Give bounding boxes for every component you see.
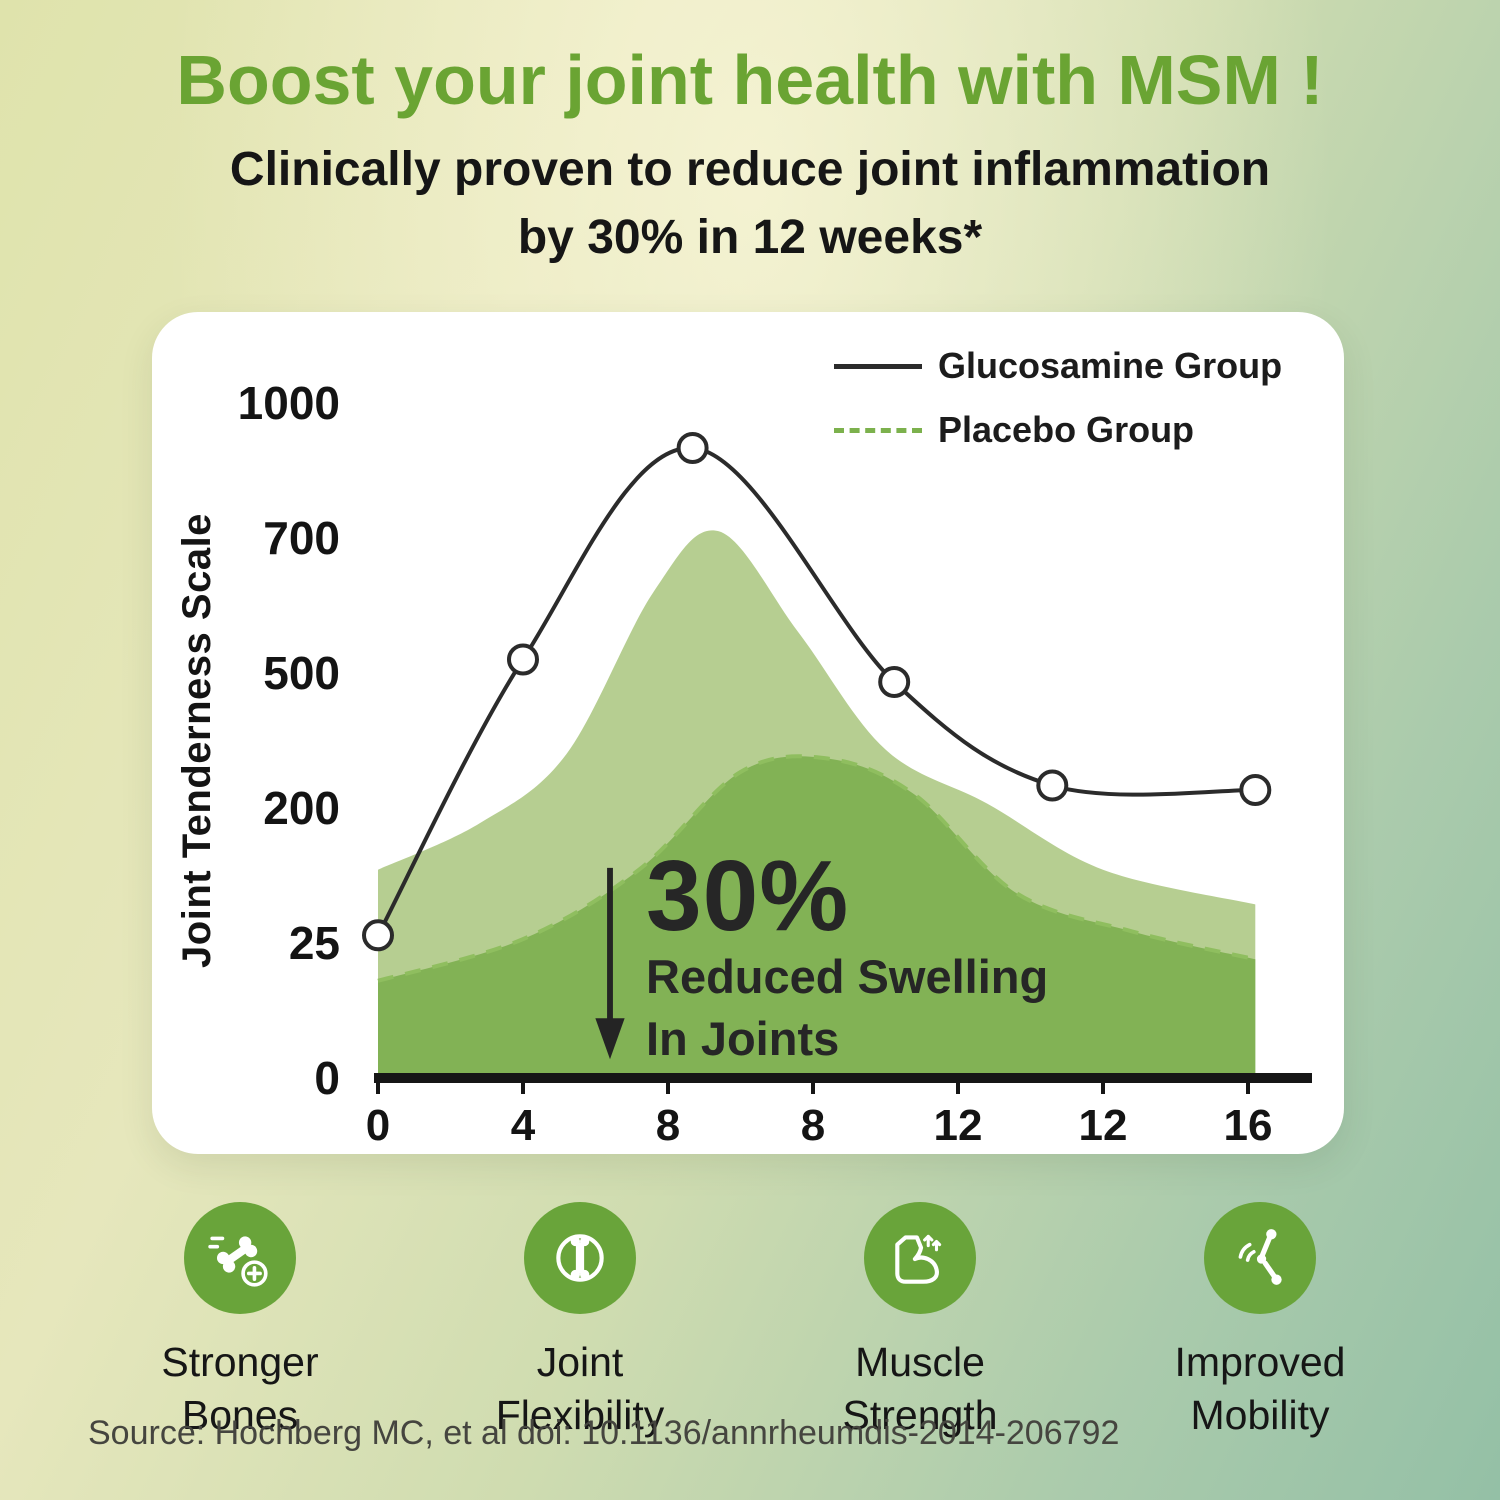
improved-mobility-badge <box>1204 1202 1316 1314</box>
svg-text:8: 8 <box>656 1101 680 1150</box>
benefit-muscle-strength: Muscle Strength <box>750 1202 1090 1443</box>
svg-text:12: 12 <box>1079 1101 1128 1150</box>
legend-label-glucosamine: Glucosamine Group <box>938 345 1283 386</box>
svg-text:12: 12 <box>934 1101 983 1150</box>
joint-tenderness-chart: 0 4 8 8 12 12 16 0 25 200 500 700 1000 Joint Tenderne… <box>175 377 1312 1150</box>
benefit-label-muscle-strength: Muscle Strength <box>842 1339 998 1439</box>
source-citation: Source: Hochberg MC, et al doi: 10.1136/… <box>88 1414 1120 1452</box>
reduction-caption-2: In Joints <box>646 1012 840 1066</box>
page-title: Boost your joint health with MSM ! <box>176 41 1324 119</box>
benefit-improved-mobility: Improved Mobility <box>1090 1202 1430 1443</box>
reduction-annotation: 30% Reduced Swelling In Joints <box>588 846 1048 1070</box>
svg-text:Joint Tenderness Scale: Joint Tenderness Scale <box>175 513 219 968</box>
svg-text:0: 0 <box>366 1101 390 1150</box>
improved-mobility-icon <box>1238 1229 1282 1285</box>
muscle-strength-badge <box>864 1202 976 1314</box>
joint-flexibility-icon <box>556 1234 604 1282</box>
chart-card: 0 4 8 8 12 12 16 0 25 200 500 700 1000 Joint Tenderne… <box>152 312 1344 1154</box>
svg-text:0: 0 <box>314 1052 340 1104</box>
svg-text:25: 25 <box>289 917 340 969</box>
svg-text:200: 200 <box>263 782 340 834</box>
muscle-strength-icon <box>895 1234 942 1284</box>
benefit-stronger-bones: Stronger Bones <box>70 1202 410 1443</box>
stronger-bones-icon <box>208 1236 268 1287</box>
benefits-row: Stronger Bones Joint Flexibility <box>70 1202 1430 1443</box>
benefit-label-joint-flexibility: Joint Flexibility <box>495 1339 665 1439</box>
reduction-caption-1: Reduced Swelling <box>646 950 1049 1003</box>
reduction-percent: 30% <box>646 840 850 952</box>
down-arrow-icon <box>595 867 625 1060</box>
joint-flexibility-badge <box>524 1202 636 1314</box>
benefit-label-stronger-bones: Stronger Bones <box>161 1339 319 1439</box>
svg-text:8: 8 <box>801 1101 825 1150</box>
benefit-joint-flexibility: Joint Flexibility <box>410 1202 750 1443</box>
legend-label-placebo: Placebo Group <box>938 409 1195 450</box>
svg-text:700: 700 <box>263 512 340 564</box>
page-subtitle: Clinically proven to reduce joint inflam… <box>229 143 1271 265</box>
svg-text:500: 500 <box>263 647 340 699</box>
legend-item-glucosamine: Glucosamine Group <box>834 345 1283 386</box>
svg-text:1000: 1000 <box>238 377 340 429</box>
chart-legend: Glucosamine Group Placebo Group <box>834 345 1283 450</box>
dashed-line-swatch <box>834 427 922 433</box>
solid-line-swatch <box>834 363 922 369</box>
benefit-label-improved-mobility: Improved Mobility <box>1174 1339 1346 1439</box>
stronger-bones-badge <box>184 1202 296 1314</box>
legend-item-placebo: Placebo Group <box>834 409 1282 450</box>
svg-text:4: 4 <box>511 1101 536 1150</box>
reduction-text: 30% Reduced Swelling In Joints <box>646 846 1048 1070</box>
svg-text:16: 16 <box>1224 1101 1273 1150</box>
